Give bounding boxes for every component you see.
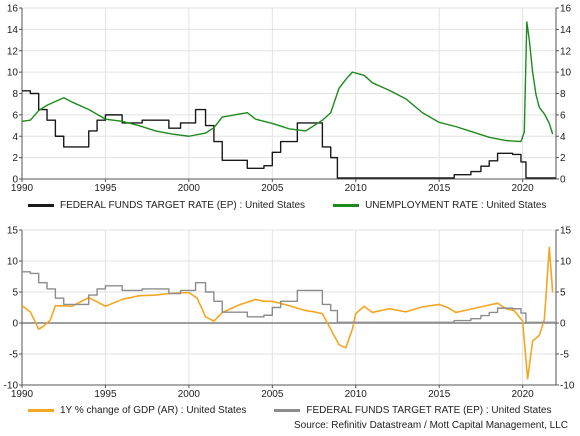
top-fed-funds-rate-line: [22, 90, 556, 179]
bottom-y-tick-label-left: 10: [7, 257, 19, 268]
legend-item-fed-funds-gray: FEDERAL FUNDS TARGET RATE (EP) : United …: [274, 405, 551, 416]
top-x-tick-label: 1995: [94, 183, 117, 194]
legend-label-fed-funds-gray: FEDERAL FUNDS TARGET RATE (EP) : United …: [306, 405, 552, 416]
top-x-tick-label: 1990: [11, 183, 34, 194]
top-y-tick-label-right: 0: [560, 175, 566, 186]
top-y-tick-label-right: 6: [560, 110, 566, 121]
bottom-x-tick-label: 2000: [178, 389, 201, 400]
top-x-tick-label: 2020: [512, 183, 535, 194]
top-y-tick-label-left: 6: [12, 110, 18, 121]
bottom-legend: 1Y % change of GDP (AR) : United States …: [28, 405, 579, 416]
bottom-fed-funds-rate-line: [22, 271, 556, 324]
bottom-y-tick-label-right: -5: [560, 350, 569, 361]
legend-swatch-unemployment: [333, 204, 360, 207]
legend-item-unemployment: UNEMPLOYMENT RATE : United States: [333, 200, 546, 211]
top-y-tick-label-right: 2: [560, 153, 566, 164]
bottom-y-tick-label-left: 5: [12, 288, 18, 299]
top-x-tick-label: 2005: [261, 183, 284, 194]
bottom-y-tick-label-left: -5: [9, 350, 18, 361]
bottom-chart-panel: -10 -10 -5 -5 0 0 5 5 10 10 15 15 1990 1995 2000 2005 20…: [4, 226, 575, 401]
top-legend: FEDERAL FUNDS TARGET RATE (EP) : United …: [28, 200, 574, 211]
legend-item-gdp: 1Y % change of GDP (AR) : United States: [28, 405, 246, 416]
top-y-tick-label-right: 10: [560, 68, 572, 79]
bottom-x-tick-label: 1990: [11, 389, 34, 400]
top-y-tick-label-right: 14: [560, 25, 572, 36]
bottom-y-tick-label-right: -10: [560, 381, 575, 392]
bottom-y-tick-label-right: 15: [560, 226, 572, 237]
source-note: Source: Refinitiv Datastream / Mott Capi…: [293, 420, 568, 431]
legend-label-unemployment: UNEMPLOYMENT RATE : United States: [365, 200, 547, 211]
top-x-tick-label: 2000: [178, 183, 201, 194]
bottom-y-tick-label-left: 15: [7, 226, 19, 237]
top-y-tick-label-right: 16: [560, 4, 572, 15]
top-y-tick-label-right: 12: [560, 46, 572, 57]
legend-swatch-fed-funds-gray: [274, 409, 301, 412]
bottom-y-tick-label-left: -10: [4, 381, 19, 392]
legend-swatch-gdp: [28, 409, 54, 412]
top-unemployment-rate-line: [21, 21, 554, 143]
top-x-tick-label: 2015: [428, 183, 451, 194]
bottom-x-tick-label: 2005: [261, 389, 284, 400]
bottom-y-tick-label-right: 0: [560, 319, 566, 330]
top-y-tick-label-left: 14: [7, 25, 19, 36]
top-y-tick-label-left: 4: [12, 132, 18, 143]
legend-swatch-fed-funds: [28, 204, 54, 207]
top-y-tick-label-left: 16: [7, 4, 19, 15]
bottom-gdp-change-line: [21, 246, 554, 380]
bottom-y-tick-label-left: 0: [12, 319, 18, 330]
bottom-y-tick-label-right: 5: [560, 288, 566, 299]
bottom-x-tick-label: 2015: [428, 389, 451, 400]
top-y-tick-label-right: 4: [560, 132, 566, 143]
top-y-tick-label-right: 8: [560, 89, 566, 100]
top-chart-panel: 0 0 2 2 4 4 6 6 8 8 10 10 12 12 14 14 16 16 1990 1995 2000 20…: [7, 4, 572, 195]
bottom-x-tick-label: 1995: [94, 389, 117, 400]
bottom-x-tick-label: 2020: [512, 389, 535, 400]
top-x-tick-label: 2010: [345, 183, 368, 194]
bottom-x-tick-label: 2010: [345, 389, 368, 400]
top-y-tick-label-left: 2: [12, 153, 18, 164]
legend-item-fed-funds: FEDERAL FUNDS TARGET RATE (EP) : United …: [28, 200, 305, 211]
legend-label-fed-funds: FEDERAL FUNDS TARGET RATE (EP) : United …: [60, 200, 306, 211]
top-y-tick-label-left: 0: [12, 175, 18, 186]
legend-label-gdp: 1Y % change of GDP (AR) : United States: [60, 405, 247, 416]
top-y-tick-label-left: 8: [12, 89, 18, 100]
top-y-tick-label-left: 10: [7, 68, 19, 79]
bottom-y-tick-label-right: 10: [560, 257, 572, 268]
top-y-tick-label-left: 12: [7, 46, 19, 57]
